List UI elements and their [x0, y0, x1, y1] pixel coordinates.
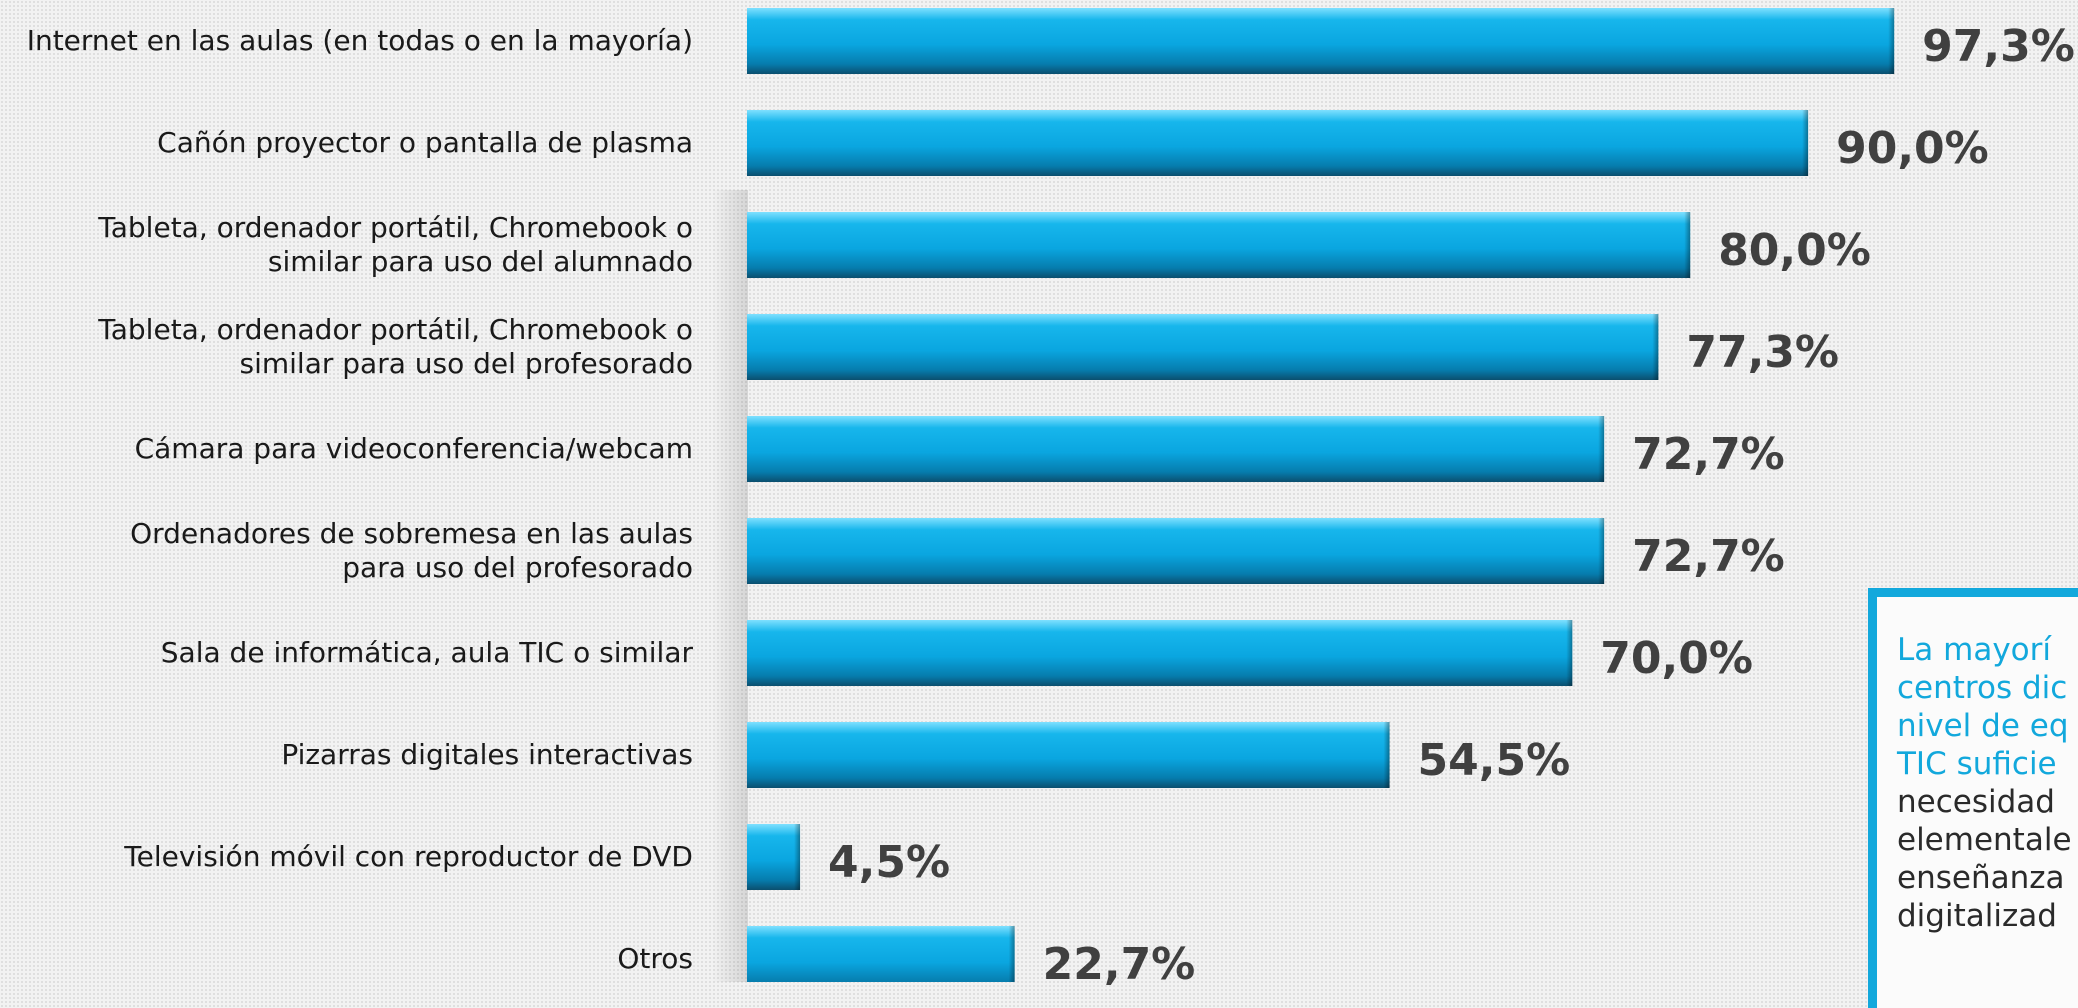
category-label: Otros	[617, 942, 693, 975]
plot-shadow	[712, 190, 748, 982]
bar	[747, 518, 1605, 584]
category-label: Tableta, ordenador portátil, Chromebook …	[98, 313, 693, 380]
value-label: 90,0%	[1836, 123, 1989, 174]
value-label: 80,0%	[1718, 225, 1871, 276]
category-label: Cañón proyector o pantalla de plasma	[157, 126, 693, 159]
note-highlight: La mayorí centros dic nivel de eq TIC su…	[1897, 632, 2069, 782]
value-label: 54,5%	[1417, 735, 1571, 786]
value-label: 72,7%	[1632, 429, 1785, 480]
bar-end-shade	[794, 824, 801, 890]
bar	[747, 416, 1605, 482]
bar-end-shade	[1684, 212, 1691, 278]
value-label: 22,7%	[1042, 939, 1196, 990]
value-label: 70,0%	[1600, 633, 1753, 684]
category-label: Ordenadores de sobremesa en las aulas pa…	[130, 517, 693, 584]
category-label: Pizarras digitales interactivas	[281, 738, 693, 771]
category-label: Internet en las aulas (en todas o en la …	[26, 24, 693, 57]
category-label: Televisión móvil con reproductor de DVD	[124, 840, 693, 873]
bar-end-shade	[1652, 314, 1659, 380]
summary-note: La mayorí centros dic nivel de eq TIC su…	[1868, 588, 2078, 1008]
bar	[747, 926, 1015, 982]
bar-end-shade	[1383, 722, 1390, 788]
bar-end-shade	[1888, 8, 1895, 74]
category-label: Cámara para videoconferencia/webcam	[134, 432, 693, 465]
bar	[747, 314, 1659, 380]
note-body: necesidad elementale enseñanza digitaliz…	[1897, 784, 2072, 934]
bar	[747, 722, 1390, 788]
category-label: Tableta, ordenador portátil, Chromebook …	[98, 211, 693, 278]
bar-end-shade	[1598, 416, 1605, 482]
bars-group	[747, 8, 1895, 982]
bar	[747, 110, 1809, 176]
value-label: 4,5%	[828, 837, 951, 888]
bar-end-shade	[1566, 620, 1573, 686]
bar-end-shade	[1008, 926, 1015, 982]
value-label: 77,3%	[1686, 327, 1840, 378]
bar	[747, 212, 1691, 278]
bar	[747, 8, 1895, 74]
bar	[747, 824, 801, 890]
value-label: 97,3%	[1922, 21, 2075, 72]
bar-end-shade	[1802, 110, 1809, 176]
bar	[747, 620, 1573, 686]
bar-end-shade	[1598, 518, 1605, 584]
category-label: Sala de informática, aula TIC o similar	[160, 636, 693, 669]
value-label: 72,7%	[1632, 531, 1785, 582]
bar-chart	[712, 8, 1895, 982]
